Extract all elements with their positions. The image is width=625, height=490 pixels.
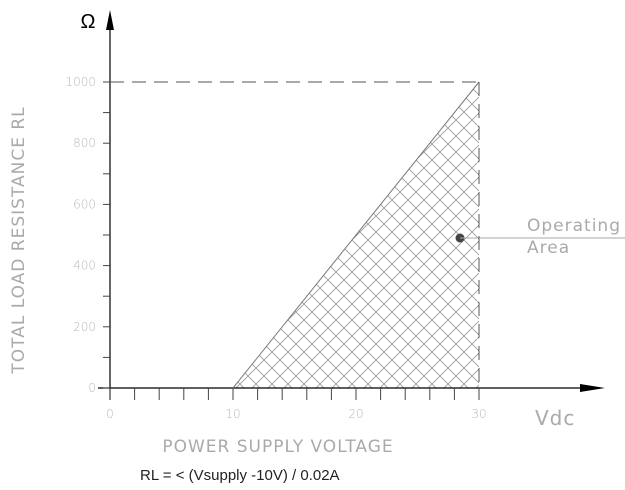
y-tick-label: 600: [73, 197, 96, 211]
annotation: Operating: [527, 216, 621, 236]
y-tick-label: 1000: [65, 75, 96, 89]
x-unit: Vdc: [535, 406, 575, 430]
y-arrow: [106, 10, 114, 30]
x-tick-label: 0: [106, 407, 114, 421]
y-tick-label: 800: [73, 136, 96, 150]
x-tick-label: 30: [471, 407, 486, 421]
annotation: Area: [527, 238, 570, 258]
x-tick-label: 10: [225, 407, 240, 421]
y-unit: Ω: [81, 11, 96, 33]
y-label: TOTAL LOAD RESISTANCE RL: [9, 106, 29, 374]
y-tick-label: 200: [73, 320, 96, 334]
formula: RL = < (Vsupply -10V) / 0.02A: [140, 467, 340, 484]
x-tick-label: 20: [348, 407, 363, 421]
y-tick-label: 0: [88, 381, 96, 395]
y-tick-label: 400: [73, 259, 96, 273]
boundary-line: [232, 81, 480, 389]
x-label: POWER SUPPLY VOLTAGE: [162, 437, 393, 457]
x-arrow: [580, 384, 605, 392]
